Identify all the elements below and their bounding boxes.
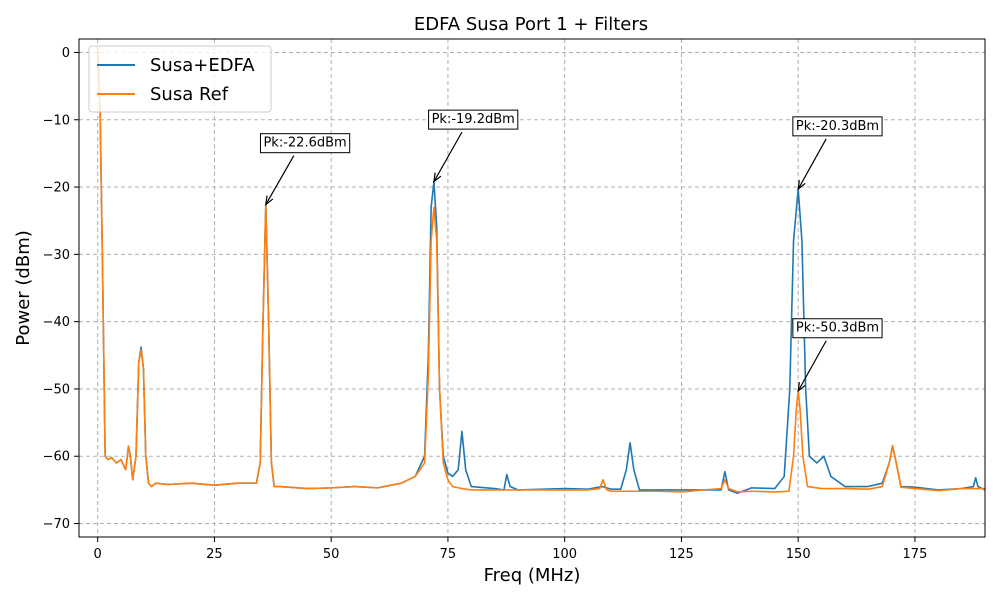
legend-label-susa-ref: Susa Ref — [150, 84, 229, 105]
x-tick-label: 0 — [94, 547, 102, 562]
x-tick-label: 25 — [206, 547, 223, 562]
peak-annotation-arrow — [265, 155, 295, 205]
peak-annotation: Pk:-22.6dBm — [259, 133, 351, 206]
x-tick-label: 125 — [669, 547, 694, 562]
peak-annotation-box — [792, 318, 883, 339]
x-axis: 0 25 50 75 100 125 150 175 — [94, 537, 928, 562]
peak-annotation-label: Pk:-50.3dBm — [796, 321, 879, 336]
peak-annotation: Pk:-19.2dBm — [428, 109, 519, 184]
x-tick-label: 175 — [903, 547, 928, 562]
peak-annotation-label: Pk:-22.6dBm — [263, 136, 346, 151]
x-tick-label: 50 — [323, 547, 340, 562]
x-axis-label: Freq (MHz) — [484, 565, 581, 586]
y-tick-label: −70 — [43, 517, 70, 532]
peak-annotation-arrow — [433, 131, 463, 182]
y-tick-label: −10 — [43, 113, 70, 128]
y-tick-label: −50 — [43, 382, 70, 397]
y-axis: 0 −10 −20 −30 −40 −50 −60 −70 — [43, 46, 79, 532]
peak-annotation-label: Pk:-20.3dBm — [796, 119, 879, 134]
peak-annotation-box — [792, 116, 883, 137]
annotations: Pk:-22.6dBm Pk:-19.2dBm Pk:-20.3dBm Pk:-50.… — [259, 109, 883, 393]
y-tick-label: −20 — [43, 181, 70, 196]
peak-annotation: Pk:-20.3dBm — [792, 116, 883, 191]
peak-annotation-arrowhead — [797, 381, 806, 393]
x-tick-label: 75 — [440, 547, 457, 562]
peak-annotation-arrow — [797, 340, 827, 392]
y-tick-label: −60 — [43, 450, 70, 465]
chart-title: EDFA Susa Port 1 + Filters — [414, 14, 648, 35]
y-axis-label: Power (dBm) — [13, 230, 34, 346]
peak-annotation-box — [428, 109, 519, 130]
peak-annotation-label: Pk:-19.2dBm — [432, 112, 515, 127]
legend: Susa+EDFA Susa Ref — [88, 45, 272, 113]
peak-annotation-arrow — [797, 138, 827, 190]
peak-annotation-arrowhead — [797, 180, 806, 191]
y-tick-label: 0 — [62, 46, 70, 61]
plot-area-frame — [78, 38, 986, 538]
y-tick-label: −40 — [43, 315, 70, 330]
peak-annotation-arrowhead — [265, 195, 274, 206]
legend-label-susa-edfa: Susa+EDFA — [150, 55, 255, 76]
series-layer — [96, 47, 985, 495]
series-line-1 — [96, 47, 985, 493]
peak-annotation: Pk:-50.3dBm — [792, 318, 883, 393]
peak-annotation-arrowhead — [433, 172, 442, 184]
peak-annotation-box — [259, 133, 351, 154]
y-tick-label: −30 — [43, 248, 70, 263]
x-tick-label: 100 — [552, 547, 577, 562]
legend-box — [88, 45, 272, 113]
x-tick-label: 150 — [786, 547, 811, 562]
